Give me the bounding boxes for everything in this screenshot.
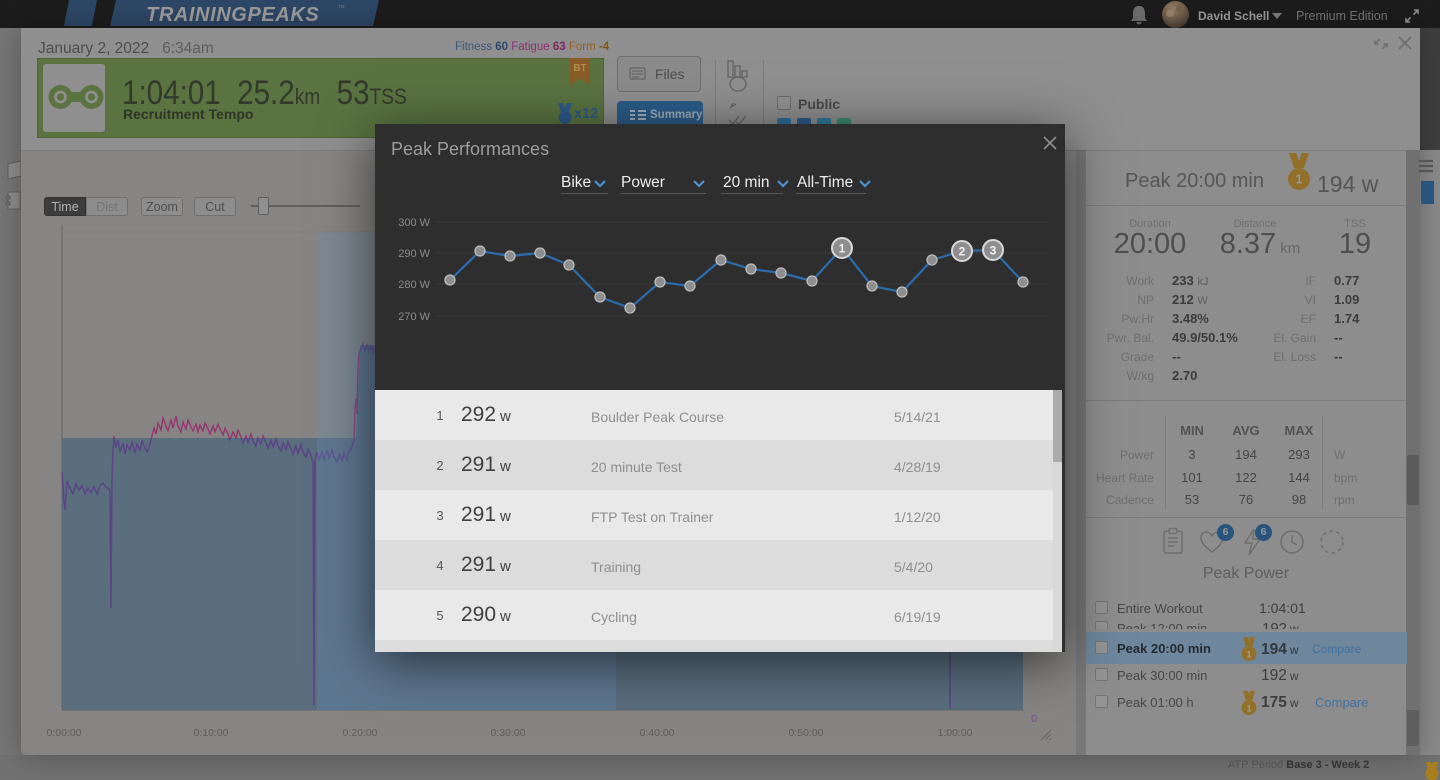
svg-text:270 W: 270 W xyxy=(398,311,430,323)
svg-text:1: 1 xyxy=(1296,173,1303,187)
svg-text:0:10:00: 0:10:00 xyxy=(193,727,228,739)
svg-text:0:50:00: 0:50:00 xyxy=(788,727,823,739)
svg-text:0:20:00: 0:20:00 xyxy=(342,727,377,739)
svg-text:1: 1 xyxy=(1246,650,1251,660)
svg-text:2: 2 xyxy=(959,245,966,259)
svg-text:0:30:00: 0:30:00 xyxy=(490,727,525,739)
svg-text:0:00:00: 0:00:00 xyxy=(46,727,81,739)
svg-text:280 W: 280 W xyxy=(398,279,430,291)
svg-text:1: 1 xyxy=(839,242,846,256)
svg-text:1:00:00: 1:00:00 xyxy=(937,727,972,739)
svg-text:290 W: 290 W xyxy=(398,248,430,260)
svg-text:0:40:00: 0:40:00 xyxy=(639,727,674,739)
svg-text:TRAININGPEAKS: TRAININGPEAKS xyxy=(146,4,319,26)
svg-text:TM: TM xyxy=(338,4,345,9)
svg-text:0: 0 xyxy=(1031,713,1037,725)
svg-text:3: 3 xyxy=(990,244,997,258)
svg-text:BT: BT xyxy=(573,63,586,74)
svg-text:1: 1 xyxy=(1246,704,1251,714)
svg-text:300 W: 300 W xyxy=(398,217,430,229)
